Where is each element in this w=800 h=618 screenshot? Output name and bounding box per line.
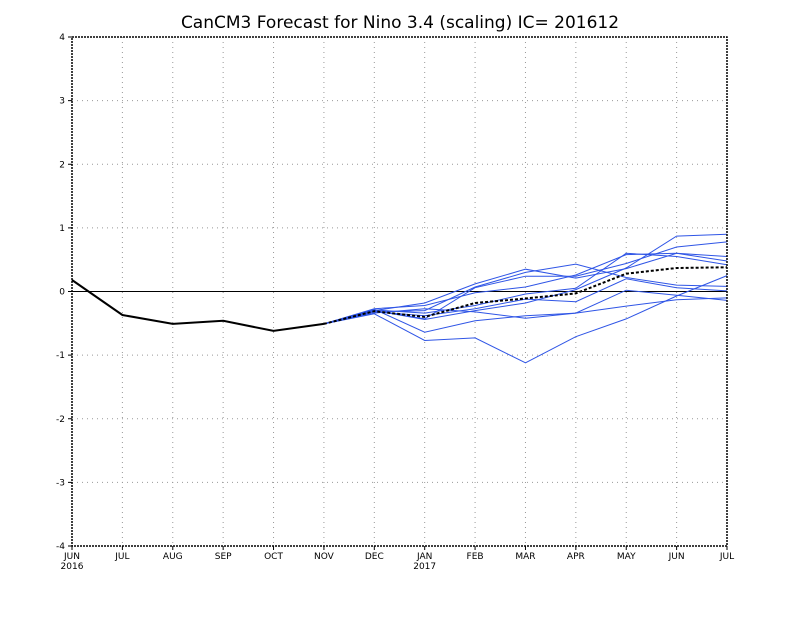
x-tick-label: SEP [215, 552, 232, 562]
y-tick-label: -4 [56, 542, 65, 552]
x-tick-label: OCT [264, 552, 283, 562]
x-tick-label: JUL [719, 552, 734, 562]
x-tick-label: NOV [314, 552, 335, 562]
ensemble-member-line-4 [323, 275, 728, 364]
observed-series [71, 279, 325, 332]
ensemble-mean [323, 266, 728, 325]
x-tick-label: DEC [365, 552, 384, 562]
x-tick-label: MAR [515, 552, 535, 562]
ensemble-member-line-8 [323, 289, 728, 325]
chart-title: CanCM3 Forecast for Nino 3.4 (scaling) I… [181, 13, 619, 33]
y-axis-ticks: -4 -3 -2 -1 0 1 2 3 4 [56, 33, 72, 552]
y-tick-label: -2 [56, 415, 65, 425]
x-tick-label: JAN [416, 552, 432, 562]
x-tick-label: AUG [163, 552, 183, 562]
x-tick-label: APR [567, 552, 585, 562]
x-tick-label: JUL [114, 552, 129, 562]
y-tick-label: 1 [59, 224, 65, 234]
observed-line [71, 279, 325, 332]
y-tick-label: 3 [59, 97, 65, 107]
y-tick-label: 2 [59, 160, 65, 170]
x-tick-label: JUN [63, 552, 80, 562]
x-tick-label: JUN [668, 552, 685, 562]
x-tick-label: FEB [467, 552, 484, 562]
ensemble-member-line-5 [323, 297, 728, 333]
y-tick-label: -1 [56, 351, 65, 361]
y-tick-label: 4 [59, 33, 65, 43]
y-tick-label: -3 [56, 478, 65, 488]
x-tick-year-label: 2016 [61, 562, 84, 572]
x-tick-year-label: 2017 [413, 562, 436, 572]
y-tick-label: 0 [59, 288, 65, 298]
ensemble-member-line-6 [323, 252, 728, 325]
ensemble-mean-line [323, 266, 728, 325]
x-tick-label: MAY [617, 552, 636, 562]
ensemble-member-line-7 [323, 252, 728, 325]
